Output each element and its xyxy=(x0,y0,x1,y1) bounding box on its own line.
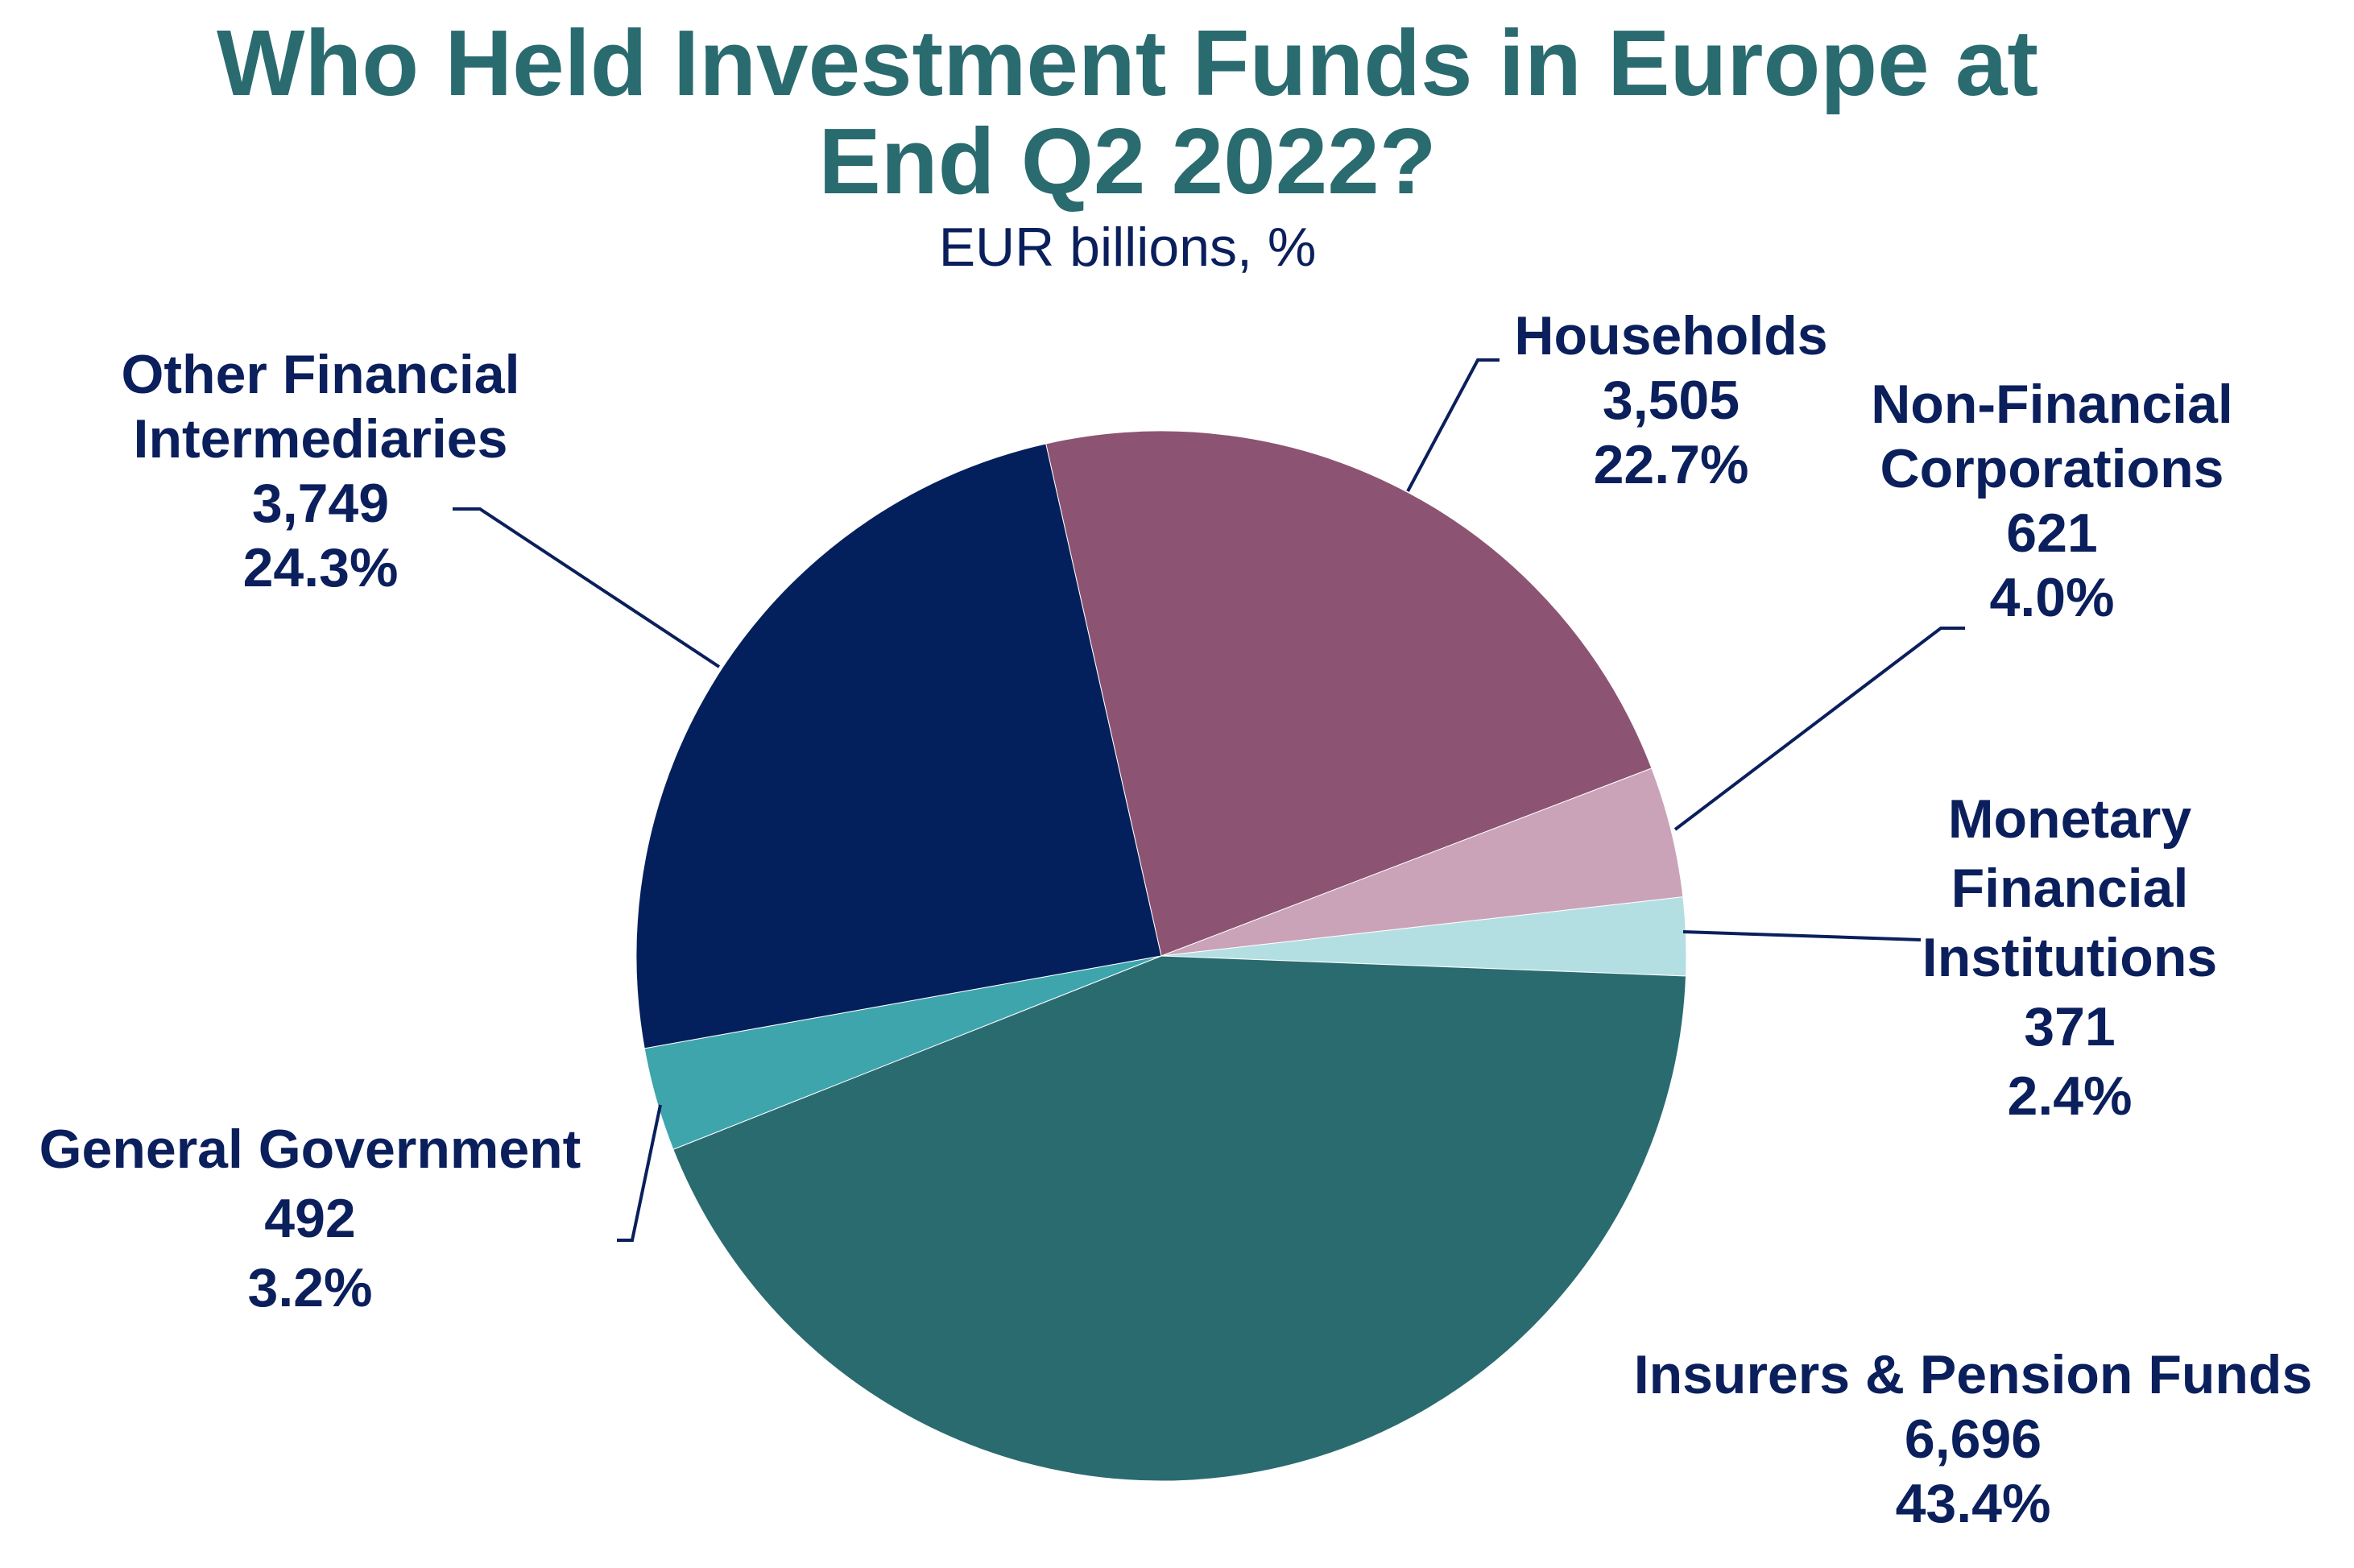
slice-percent: 43.4% xyxy=(1896,1473,2051,1534)
pie-slice-other-financial-intermediaries xyxy=(635,443,1162,1049)
chart-title-line: End Q2 2022? xyxy=(818,109,1436,213)
slice-value: 371 xyxy=(2024,996,2115,1057)
slice-value: 3,749 xyxy=(252,473,389,534)
slice-percent: 4.0% xyxy=(1990,567,2115,628)
leader-line xyxy=(1673,627,1965,831)
slice-label-monetary-financial-institutions: Monetary Financial Institutions 371 2.4% xyxy=(1922,788,2217,1127)
slice-name: Other Financial xyxy=(122,344,520,405)
slice-value: 3,505 xyxy=(1603,370,1740,431)
slice-value: 621 xyxy=(2006,503,2097,564)
leader-line xyxy=(617,1104,662,1242)
slice-percent: 3.2% xyxy=(248,1257,373,1318)
chart-title-line: Who Held Investment Funds in Europe at xyxy=(217,10,2038,115)
pie-slice-households xyxy=(1045,430,1653,957)
pie-slice-insurers-pension-funds xyxy=(672,955,1687,1482)
pie-slices xyxy=(635,430,1687,1482)
slice-percent: 2.4% xyxy=(2008,1065,2133,1127)
slice-name: Corporations xyxy=(1880,438,2224,499)
slice-name: General Government xyxy=(39,1119,581,1180)
slice-percent: 22.7% xyxy=(1594,434,1749,495)
slice-name: Monetary xyxy=(1948,788,2191,850)
slice-name: Institutions xyxy=(1922,927,2217,988)
slice-name: Intermediaries xyxy=(134,408,508,470)
slice-value: 492 xyxy=(264,1188,355,1249)
leader-line xyxy=(453,507,721,668)
leader-lines xyxy=(453,358,1965,1242)
slice-value: 6,696 xyxy=(1905,1409,2042,1470)
chart-subtitle: EUR billions, % xyxy=(939,217,1317,278)
slice-name: Financial xyxy=(1951,858,2189,919)
slice-label-general-government: General Government 492 3.2% xyxy=(39,1119,581,1318)
slice-labels: Households3,50522.7%Non-FinancialCorpora… xyxy=(39,305,2313,1534)
slice-name: Households xyxy=(1514,305,1827,366)
leader-line xyxy=(1406,358,1500,492)
leader-line xyxy=(1682,930,1922,941)
slice-name: Insurers & Pension Funds xyxy=(1634,1344,2313,1405)
slice-percent: 24.3% xyxy=(243,537,399,598)
chart-title: Who Held Investment Funds in Europe atEn… xyxy=(217,10,2038,213)
slice-name: Non-Financial xyxy=(1871,374,2233,435)
